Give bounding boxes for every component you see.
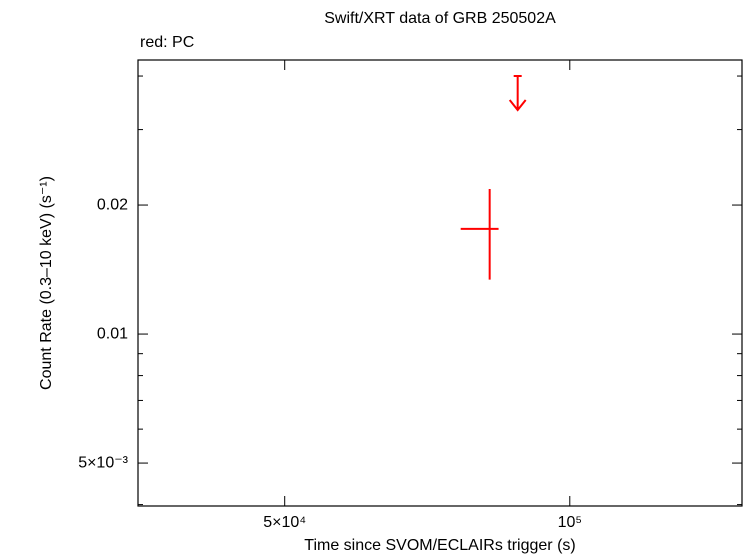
upper-limit <box>508 75 527 112</box>
x-tick-label: 5×10⁴ <box>263 514 306 531</box>
y-axis-label: Count Rate (0.3–10 keV) (s⁻¹) <box>38 176 55 390</box>
x-axis-label: Time since SVOM/ECLAIRs trigger (s) <box>304 537 575 554</box>
plot-frame <box>137 59 743 507</box>
chart-title: Swift/XRT data of GRB 250502A <box>324 10 556 27</box>
x-tick-label: 10⁵ <box>558 514 582 531</box>
y-tick-label: 0.01 <box>97 325 128 342</box>
y-tick-label: 5×10⁻³ <box>78 454 128 471</box>
legend-text: red: PC <box>140 34 194 51</box>
y-tick-label: 0.02 <box>97 196 128 213</box>
